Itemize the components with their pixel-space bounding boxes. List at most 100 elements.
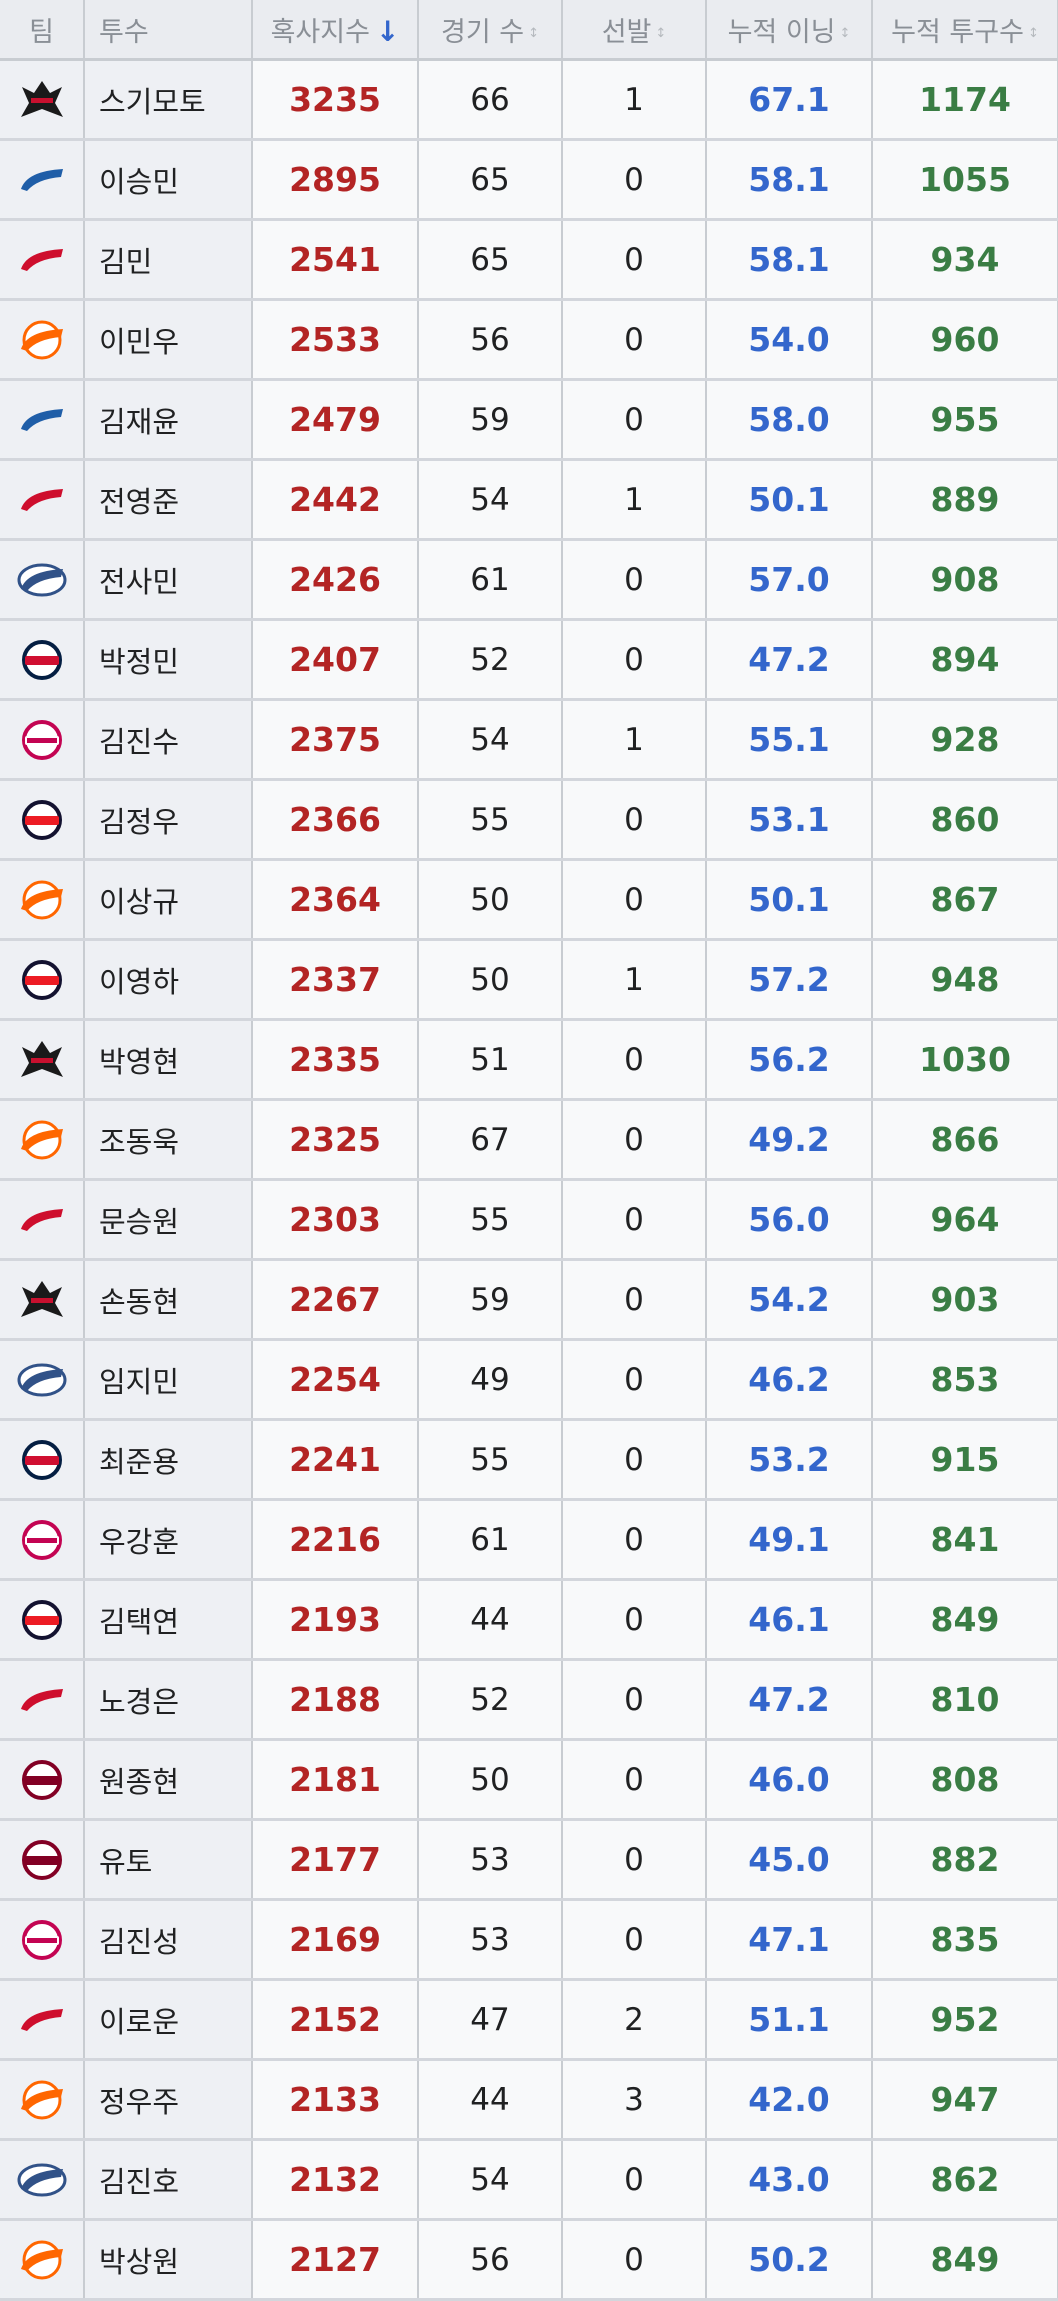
table-row: 박영현 2335 51 0 56.2 1030	[0, 1019, 1058, 1101]
pitcher-name[interactable]: 정우주	[84, 2059, 253, 2141]
pitches-cell: 1055	[872, 139, 1058, 221]
pitcher-name[interactable]: 김정우	[84, 779, 253, 861]
table-row: 이상규 2364 50 0 50.1 867	[0, 859, 1058, 941]
table-row: 이민우 2533 56 0 54.0 960	[0, 299, 1058, 381]
pitcher-name[interactable]: 노경은	[84, 1659, 253, 1741]
innings-cell: 51.1	[706, 1979, 873, 2061]
table-row: 이영하 2337 50 1 57.2 948	[0, 939, 1058, 1021]
pitcher-name[interactable]: 박상원	[84, 2219, 253, 2301]
starts-cell: 1	[562, 699, 707, 781]
column-header-starts[interactable]: 선발 ↕	[562, 0, 707, 61]
table-row: 박정민 2407 52 0 47.2 894	[0, 619, 1058, 701]
twins-logo-icon	[17, 719, 67, 761]
column-header-team-label: 팀	[29, 16, 54, 48]
hit-count-cell: 2133	[252, 2059, 419, 2141]
pitcher-name[interactable]: 박정민	[84, 619, 253, 701]
innings-cell: 57.0	[706, 539, 873, 621]
column-header-games[interactable]: 경기 수 ↕	[418, 0, 563, 61]
games-cell: 44	[418, 2059, 563, 2141]
pitches-cell: 808	[872, 1739, 1058, 1821]
pitcher-name[interactable]: 김진수	[84, 699, 253, 781]
column-header-innings-label: 누적 이닝	[727, 16, 836, 48]
games-cell: 44	[418, 1579, 563, 1661]
ktwiz-logo-icon	[17, 1279, 67, 1321]
innings-cell: 46.0	[706, 1739, 873, 1821]
pitcher-name[interactable]: 손동현	[84, 1259, 253, 1341]
pitcher-name[interactable]: 우강훈	[84, 1499, 253, 1581]
pitcher-name[interactable]: 이상규	[84, 859, 253, 941]
team-cell	[0, 539, 85, 621]
innings-cell: 55.1	[706, 699, 873, 781]
pitcher-name[interactable]: 임지민	[84, 1339, 253, 1421]
innings-cell: 58.1	[706, 219, 873, 301]
pitcher-name[interactable]: 김민	[84, 219, 253, 301]
pitcher-name[interactable]: 유토	[84, 1819, 253, 1901]
pitcher-name[interactable]: 김재윤	[84, 379, 253, 461]
starts-cell: 0	[562, 1419, 707, 1501]
pitcher-name[interactable]: 이영하	[84, 939, 253, 1021]
pitcher-name[interactable]: 이로운	[84, 1979, 253, 2061]
games-cell: 65	[418, 219, 563, 301]
pitcher-name[interactable]: 김진성	[84, 1899, 253, 1981]
games-cell: 54	[418, 699, 563, 781]
games-cell: 67	[418, 1099, 563, 1181]
pitcher-name[interactable]: 전영준	[84, 459, 253, 541]
team-cell	[0, 59, 85, 141]
pitcher-name[interactable]: 최준용	[84, 1419, 253, 1501]
table-row: 이승민 2895 65 0 58.1 1055	[0, 139, 1058, 221]
dinos-logo-icon	[17, 2159, 67, 2201]
team-cell	[0, 1419, 85, 1501]
games-cell: 53	[418, 1899, 563, 1981]
pitcher-name[interactable]: 이승민	[84, 139, 253, 221]
pitcher-name[interactable]: 전사민	[84, 539, 253, 621]
starts-cell: 0	[562, 1659, 707, 1741]
games-cell: 53	[418, 1819, 563, 1901]
column-header-starts-label: 선발	[601, 16, 652, 48]
table-row: 유토 2177 53 0 45.0 882	[0, 1819, 1058, 1901]
starts-cell: 0	[562, 619, 707, 701]
starts-cell: 1	[562, 459, 707, 541]
pitcher-name[interactable]: 스기모토	[84, 59, 253, 141]
table-body: 스기모토 3235 66 1 67.1 1174 이승민 2895 65 0 58.1 1055 김민 2…	[0, 59, 1058, 2301]
pitcher-name[interactable]: 조동욱	[84, 1099, 253, 1181]
hit-count-cell: 2177	[252, 1819, 419, 1901]
hit-count-cell: 2895	[252, 139, 419, 221]
hit-count-cell: 2533	[252, 299, 419, 381]
games-cell: 56	[418, 299, 563, 381]
column-header-team[interactable]: 팀	[0, 0, 85, 61]
hit-count-cell: 3235	[252, 59, 419, 141]
column-header-innings[interactable]: 누적 이닝 ↕	[706, 0, 873, 61]
table-row: 원종현 2181 50 0 46.0 808	[0, 1739, 1058, 1821]
games-cell: 51	[418, 1019, 563, 1101]
column-header-pitcher[interactable]: 투수	[84, 0, 253, 61]
pitches-cell: 889	[872, 459, 1058, 541]
eagles-logo-icon	[17, 2079, 67, 2121]
eagles-logo-icon	[17, 2239, 67, 2281]
ktwiz-logo-icon	[17, 79, 67, 121]
column-header-score[interactable]: 혹사지수 ↓	[252, 0, 419, 61]
games-cell: 52	[418, 619, 563, 701]
pitcher-name[interactable]: 원종현	[84, 1739, 253, 1821]
pitcher-name[interactable]: 김택연	[84, 1579, 253, 1661]
pitches-cell: 853	[872, 1339, 1058, 1421]
table-row: 박상원 2127 56 0 50.2 849	[0, 2219, 1058, 2301]
eagles-logo-icon	[17, 879, 67, 921]
pitcher-name[interactable]: 박영현	[84, 1019, 253, 1101]
pitcher-name[interactable]: 이민우	[84, 299, 253, 381]
pitches-cell: 955	[872, 379, 1058, 461]
column-header-pitches[interactable]: 누적 투구수 ↕	[872, 0, 1058, 61]
team-cell	[0, 1579, 85, 1661]
innings-cell: 50.2	[706, 2219, 873, 2301]
starts-cell: 0	[562, 1899, 707, 1981]
pitches-cell: 1030	[872, 1019, 1058, 1101]
twins-logo-icon	[17, 1519, 67, 1561]
starts-cell: 0	[562, 299, 707, 381]
pitcher-name[interactable]: 김진호	[84, 2139, 253, 2221]
pitches-cell: 952	[872, 1979, 1058, 2061]
games-cell: 55	[418, 1179, 563, 1261]
starts-cell: 0	[562, 1019, 707, 1101]
hit-count-cell: 2375	[252, 699, 419, 781]
pitcher-name[interactable]: 문승원	[84, 1179, 253, 1261]
hit-count-cell: 2541	[252, 219, 419, 301]
